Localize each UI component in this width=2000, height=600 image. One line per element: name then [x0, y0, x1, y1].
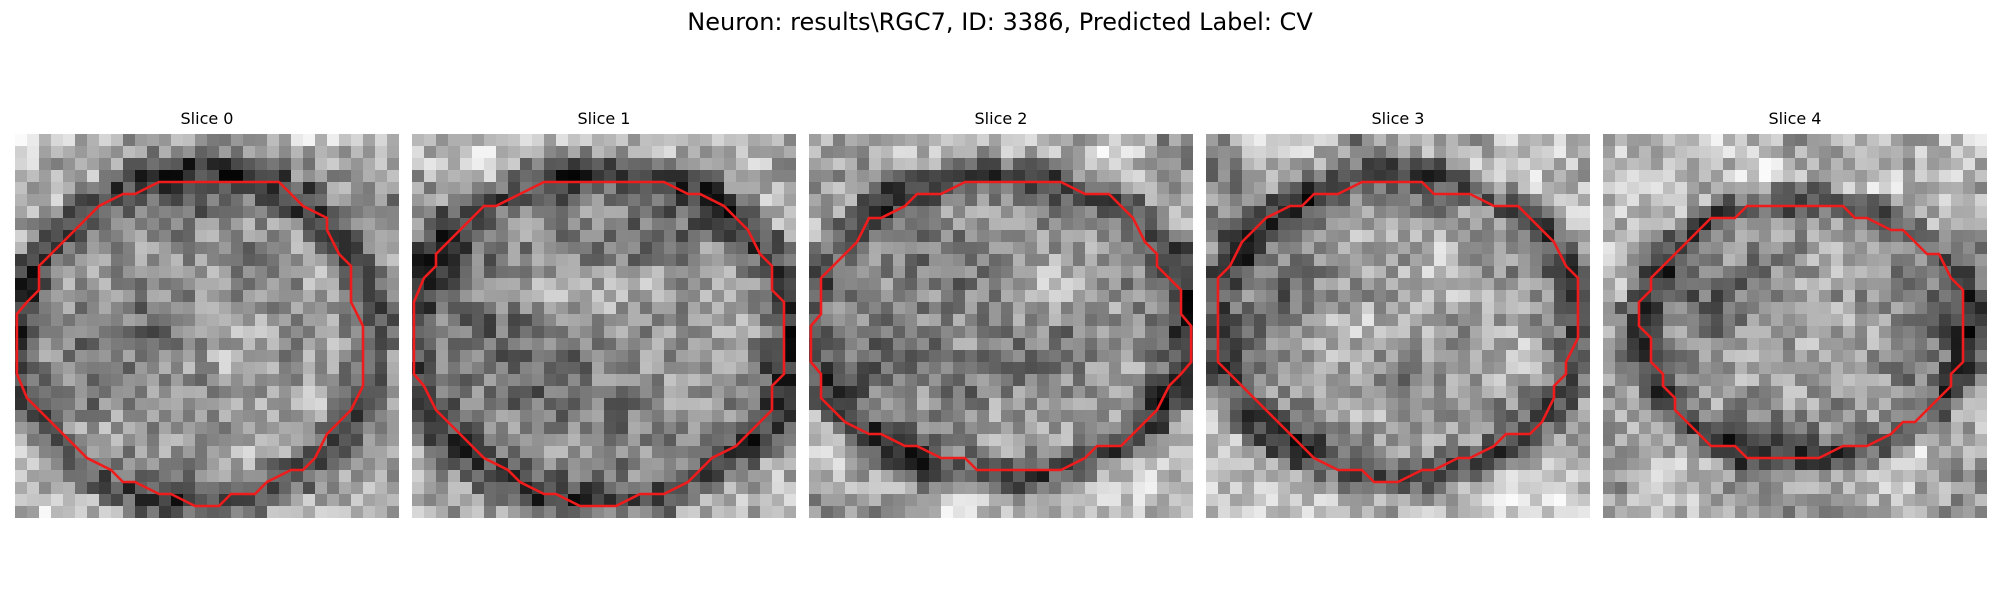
slice-panel-1: Slice 1: [412, 108, 796, 518]
slice-contour-2: [809, 180, 1193, 472]
slice-pixels-2: [809, 134, 1193, 518]
slice-contour-1: [412, 180, 786, 508]
slice-contour-4: [1637, 204, 1965, 460]
slice-panel-0: Slice 0: [15, 108, 399, 518]
slice-image-1: [412, 134, 796, 518]
slice-pixels-0: [15, 134, 399, 518]
slice-title-3: Slice 3: [1371, 109, 1425, 128]
slice-contour-3: [1216, 180, 1580, 484]
slice-contour-0: [15, 180, 365, 508]
slice-title-4: Slice 4: [1768, 109, 1822, 128]
slice-title-1: Slice 1: [577, 109, 631, 128]
slice-pixels-1: [412, 134, 796, 518]
slice-pixels-4: [1603, 134, 1987, 518]
slice-title-0: Slice 0: [180, 109, 234, 128]
slice-image-2: [809, 134, 1193, 518]
slice-image-3: [1206, 134, 1590, 518]
slice-panel-4: Slice 4: [1603, 108, 1987, 518]
slice-image-4: [1603, 134, 1987, 518]
slice-panel-2: Slice 2: [809, 108, 1193, 518]
slice-title-2: Slice 2: [974, 109, 1028, 128]
slice-image-0: [15, 134, 399, 518]
figure-title: Neuron: results\RGC7, ID: 3386, Predicte…: [687, 8, 1313, 36]
slice-pixels-3: [1206, 134, 1590, 518]
slice-panel-3: Slice 3: [1206, 108, 1590, 518]
